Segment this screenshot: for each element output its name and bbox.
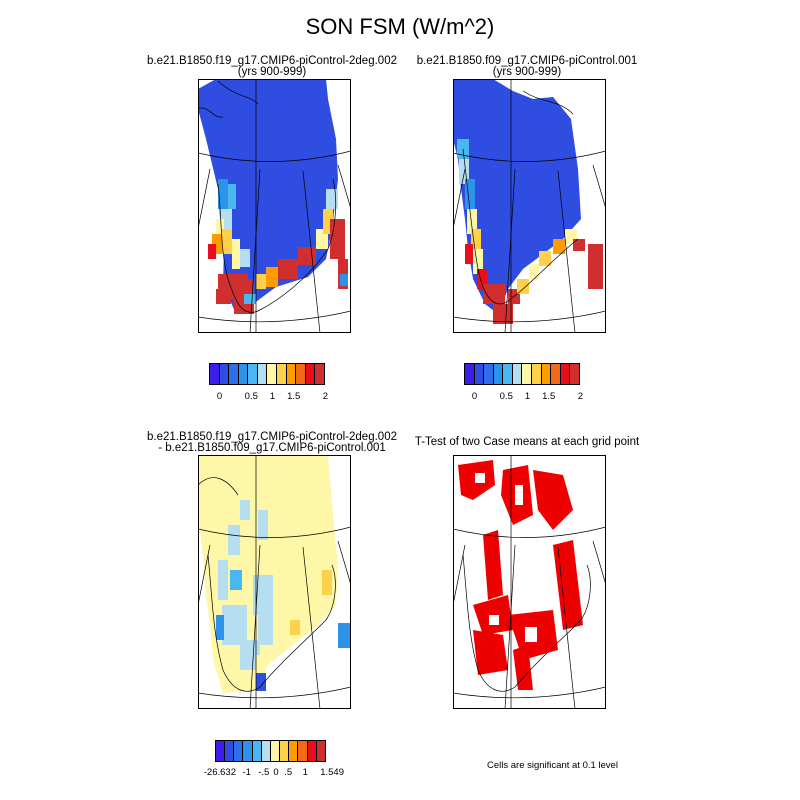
- difference-cells: [216, 500, 350, 691]
- colorbar-swatch: [315, 740, 326, 762]
- ice-sheet-field: [453, 79, 581, 314]
- map-case2: [453, 79, 606, 333]
- colorbar-tick-label: 1.5: [542, 391, 556, 402]
- colorbar-tick-label: .5: [284, 767, 293, 778]
- map-case1: [198, 79, 351, 333]
- margin-cells: [208, 179, 348, 314]
- map-lines: [198, 79, 351, 333]
- map-frame: [198, 455, 351, 709]
- colorbar-tick-label: 0.5: [499, 391, 513, 402]
- colorbar-tick-label: 1: [269, 391, 276, 402]
- panel-title-line1: b.e21.B1850.f19_g17.CMIP6-piControl-2deg…: [147, 431, 397, 443]
- map-frame: [198, 79, 351, 333]
- colorbar-swatch: [569, 363, 580, 385]
- panel-title-line2: - b.e21.B1850.f09_g17.CMIP6-piControl.00…: [158, 442, 386, 454]
- colorbar-tick-label: -26.632: [203, 767, 236, 778]
- colorbar-tick-label: 1.549: [320, 767, 344, 778]
- map-difference: [198, 455, 351, 709]
- panel-title-line1: b.e21.B1850.f19_g17.CMIP6-piControl-2deg…: [147, 55, 397, 67]
- panel-title-difference: b.e21.B1850.f19_g17.CMIP6-piControl-2deg…: [137, 431, 407, 454]
- colorbar-tick-label: 0.5: [244, 391, 258, 402]
- colorbar-difference-ticks: -26.632 -1 -.5 0 .5 1 1.549: [204, 767, 344, 779]
- map-lines: [198, 455, 351, 709]
- colorbar-tick-label: 2: [322, 391, 329, 402]
- map-frame: [453, 455, 606, 709]
- panel-title-case1: b.e21.B1850.f19_g17.CMIP6-piControl-2deg…: [137, 55, 407, 78]
- colorbar-tick-label: 0: [216, 391, 223, 402]
- colorbar-tick-label: 0: [471, 391, 478, 402]
- colorbar-case1-ticks: 0 0.5 1 1.5 2: [209, 391, 336, 403]
- colorbar-tick-label: 1.5: [287, 391, 301, 402]
- colorbar-case1: [209, 363, 336, 385]
- map-lines: [453, 455, 606, 709]
- significant-cells: [458, 460, 583, 690]
- panel-title-ttest: T-Test of two Case means at each grid po…: [392, 436, 662, 448]
- map-frame: [453, 79, 606, 333]
- panel-title-case2: b.e21.B1850.f09_g17.CMIP6-piControl.001 …: [392, 55, 662, 78]
- colorbar-tick-label: -1: [242, 767, 251, 778]
- colorbar-tick-label: 1: [524, 391, 531, 402]
- map-ttest: [453, 455, 606, 709]
- colorbar-difference: [215, 740, 337, 762]
- colorbar-tick-label: 0: [273, 767, 279, 778]
- colorbar-swatch: [314, 363, 325, 385]
- figure-title: SON FSM (W/m^2): [305, 14, 495, 39]
- colorbar-tick-label: -.5: [258, 767, 270, 778]
- panel-title-line2: (yrs 900-999): [492, 66, 562, 78]
- colorbar-tick-label: 1: [302, 767, 308, 778]
- colorbar-case2: [464, 363, 591, 385]
- colorbar-case2-ticks: 0 0.5 1 1.5 2: [464, 391, 591, 403]
- colorbar-tick-label: 2: [577, 391, 584, 402]
- insignificant-holes: [475, 473, 537, 642]
- map-lines: [453, 79, 606, 333]
- panel-title-line1: b.e21.B1850.f09_g17.CMIP6-piControl.001: [416, 55, 638, 67]
- panel-title-line1: T-Test of two Case means at each grid po…: [414, 436, 640, 448]
- panel-title-line2: (yrs 900-999): [237, 66, 307, 78]
- significance-note: Cells are significant at 0.1 level: [487, 760, 618, 771]
